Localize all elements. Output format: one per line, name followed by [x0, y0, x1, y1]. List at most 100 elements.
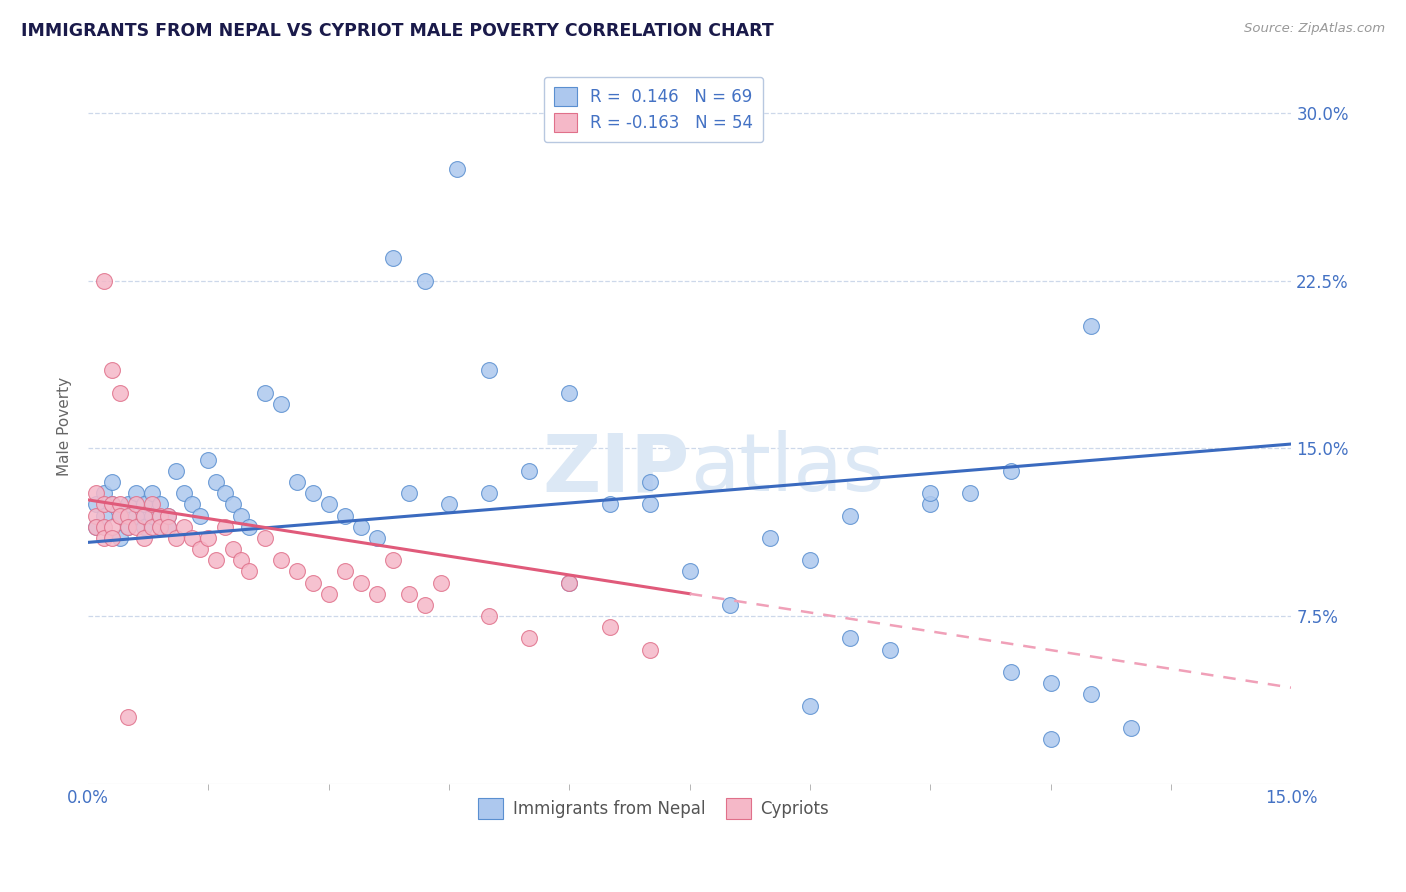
- Point: [197, 452, 219, 467]
- Point: [101, 363, 124, 377]
- Point: [190, 542, 212, 557]
- Point: [141, 519, 163, 533]
- Point: [101, 531, 124, 545]
- Point: [117, 519, 139, 533]
- Point: [110, 497, 132, 511]
- Point: [238, 519, 260, 533]
- Point: [718, 598, 741, 612]
- Point: [93, 531, 115, 545]
- Point: [125, 508, 148, 523]
- Point: [318, 497, 340, 511]
- Point: [517, 632, 540, 646]
- Point: [157, 508, 180, 523]
- Point: [101, 497, 124, 511]
- Point: [558, 575, 581, 590]
- Point: [173, 519, 195, 533]
- Point: [333, 508, 356, 523]
- Point: [205, 553, 228, 567]
- Point: [285, 475, 308, 489]
- Point: [285, 565, 308, 579]
- Point: [157, 519, 180, 533]
- Point: [638, 642, 661, 657]
- Point: [799, 553, 821, 567]
- Point: [381, 252, 404, 266]
- Point: [125, 497, 148, 511]
- Y-axis label: Male Poverty: Male Poverty: [58, 376, 72, 475]
- Point: [134, 531, 156, 545]
- Point: [318, 587, 340, 601]
- Point: [214, 519, 236, 533]
- Point: [366, 531, 388, 545]
- Point: [253, 385, 276, 400]
- Point: [93, 519, 115, 533]
- Point: [270, 553, 292, 567]
- Point: [149, 508, 172, 523]
- Point: [125, 519, 148, 533]
- Point: [446, 162, 468, 177]
- Point: [165, 464, 187, 478]
- Point: [839, 632, 862, 646]
- Point: [157, 508, 180, 523]
- Point: [959, 486, 981, 500]
- Point: [84, 486, 107, 500]
- Point: [101, 497, 124, 511]
- Point: [229, 553, 252, 567]
- Point: [879, 642, 901, 657]
- Point: [205, 475, 228, 489]
- Point: [134, 519, 156, 533]
- Point: [214, 486, 236, 500]
- Point: [101, 475, 124, 489]
- Point: [638, 475, 661, 489]
- Point: [181, 531, 204, 545]
- Point: [93, 497, 115, 511]
- Point: [149, 497, 172, 511]
- Point: [558, 385, 581, 400]
- Point: [110, 385, 132, 400]
- Text: atlas: atlas: [690, 430, 884, 508]
- Point: [270, 397, 292, 411]
- Point: [117, 508, 139, 523]
- Point: [301, 575, 323, 590]
- Point: [1119, 721, 1142, 735]
- Point: [149, 519, 172, 533]
- Point: [110, 531, 132, 545]
- Point: [301, 486, 323, 500]
- Point: [197, 531, 219, 545]
- Point: [84, 497, 107, 511]
- Point: [350, 519, 373, 533]
- Point: [221, 542, 243, 557]
- Point: [125, 486, 148, 500]
- Legend: Immigrants from Nepal, Cypriots: Immigrants from Nepal, Cypriots: [471, 792, 837, 825]
- Point: [221, 497, 243, 511]
- Point: [381, 553, 404, 567]
- Point: [558, 575, 581, 590]
- Point: [638, 497, 661, 511]
- Point: [253, 531, 276, 545]
- Point: [333, 565, 356, 579]
- Point: [599, 497, 621, 511]
- Text: ZIP: ZIP: [543, 430, 690, 508]
- Point: [839, 508, 862, 523]
- Point: [759, 531, 782, 545]
- Point: [84, 519, 107, 533]
- Point: [157, 519, 180, 533]
- Point: [799, 698, 821, 713]
- Point: [173, 486, 195, 500]
- Point: [84, 508, 107, 523]
- Point: [599, 620, 621, 634]
- Point: [398, 486, 420, 500]
- Point: [149, 519, 172, 533]
- Point: [413, 598, 436, 612]
- Point: [93, 508, 115, 523]
- Point: [679, 565, 702, 579]
- Point: [430, 575, 453, 590]
- Point: [1039, 732, 1062, 747]
- Point: [1080, 318, 1102, 333]
- Point: [1039, 676, 1062, 690]
- Point: [141, 486, 163, 500]
- Point: [84, 519, 107, 533]
- Point: [101, 519, 124, 533]
- Point: [413, 274, 436, 288]
- Point: [1000, 464, 1022, 478]
- Point: [1080, 687, 1102, 701]
